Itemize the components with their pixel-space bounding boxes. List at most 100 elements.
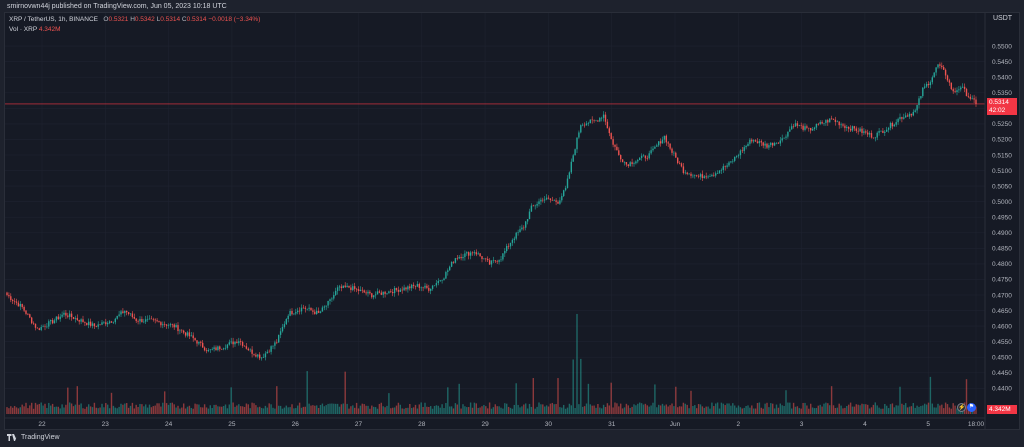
candle [515, 231, 517, 241]
volume-bar [25, 402, 27, 414]
volume-bar [574, 408, 576, 414]
candle [608, 126, 610, 137]
ohlc-legend[interactable]: XRP / TetherUS, 1h, BINANCE O0.5321 H0.5… [9, 16, 260, 23]
candle [363, 289, 365, 293]
candle-body [889, 122, 892, 129]
candle [944, 68, 947, 80]
candle-body [754, 140, 757, 142]
candle [943, 64, 945, 70]
candle-body [19, 304, 21, 307]
footer-brand[interactable]: TradingView [7, 434, 60, 441]
volume-bar [737, 405, 740, 414]
candle-body [627, 164, 629, 167]
volume-bar [823, 403, 825, 414]
candle [713, 172, 715, 177]
time-tick-label: 23 [102, 421, 110, 428]
volume-bar [545, 405, 548, 414]
candle [931, 75, 933, 85]
volume-bar [84, 408, 86, 414]
candle [122, 308, 124, 314]
candle-body [956, 90, 958, 93]
candle-body [450, 261, 453, 267]
symbol-label[interactable]: XRP / TetherUS, 1h, BINANCE [9, 16, 98, 23]
candle-body [504, 251, 506, 254]
open-value: 0.5321 [108, 16, 129, 23]
candle-body [789, 129, 791, 132]
volume-bar [542, 404, 544, 414]
candle [718, 169, 721, 174]
candle-body [739, 150, 742, 156]
lightning-icon[interactable]: ⚡ [957, 403, 966, 412]
candle [143, 318, 145, 324]
volume-bar [129, 405, 132, 414]
candle-body [519, 229, 521, 233]
volume-bar [42, 405, 44, 414]
chart-frame[interactable] [4, 12, 1020, 430]
candle [844, 123, 846, 132]
volume-bar [156, 403, 158, 414]
candle-body [21, 304, 23, 307]
candle-body [298, 310, 301, 312]
candle-body [8, 295, 10, 297]
volume-bars [6, 313, 977, 414]
volume-bar [228, 404, 230, 414]
currency-label[interactable]: USDT [993, 15, 1013, 22]
candle [800, 122, 802, 129]
candle [743, 144, 745, 154]
bar-countdown-badge: 42:02 [987, 106, 1017, 115]
candle [207, 348, 210, 353]
volume-bar [925, 404, 928, 414]
volume-legend[interactable]: Vol · XRP 4.342M [9, 26, 61, 33]
candle [183, 329, 185, 335]
candle [234, 341, 236, 347]
candle-body [152, 319, 154, 320]
candle-body [259, 354, 261, 359]
volume-bar [743, 407, 745, 414]
candle-body [673, 152, 675, 154]
volume-bar [908, 406, 911, 414]
volume-bar [259, 406, 261, 414]
candle-body [745, 146, 747, 148]
volume-bar [806, 405, 808, 414]
candle-body [764, 143, 766, 146]
volume-bar [481, 406, 483, 414]
candle [139, 316, 141, 325]
candle-body [359, 289, 362, 292]
candle-body [403, 287, 405, 291]
candle [973, 94, 975, 104]
volume-bar [95, 407, 97, 414]
candle [198, 341, 200, 346]
volume-bar [458, 383, 460, 414]
volume-label[interactable]: Vol · XRP [9, 26, 38, 33]
candle [36, 327, 39, 329]
volume-bar [800, 408, 802, 414]
candle [946, 74, 949, 82]
price-tick-label: 0.4500 [992, 355, 1012, 362]
volume-bar [770, 403, 772, 414]
candle-body [777, 142, 780, 144]
candle [734, 156, 736, 163]
candle [61, 311, 63, 318]
candle-body [762, 142, 764, 146]
volume-bar [388, 393, 390, 414]
time-tick-label: 25 [228, 421, 236, 428]
candle [19, 301, 21, 311]
price-tick-label: 0.5200 [992, 137, 1012, 144]
volume-bar [642, 404, 645, 414]
candle-body [141, 318, 143, 323]
volume-bar [376, 408, 379, 414]
volume-bar [179, 408, 181, 414]
candle-body [542, 199, 544, 201]
volume-bar [754, 408, 757, 414]
flag-icon[interactable]: ⚑ [967, 403, 976, 412]
candle-body [511, 239, 514, 243]
volume-bar [188, 405, 191, 414]
volume-bar [63, 407, 65, 414]
candle-body [184, 332, 187, 336]
volume-bar [532, 378, 534, 414]
candle [948, 78, 951, 86]
candle-body [287, 315, 289, 320]
volume-bar [578, 404, 580, 414]
volume-bar [426, 406, 428, 414]
